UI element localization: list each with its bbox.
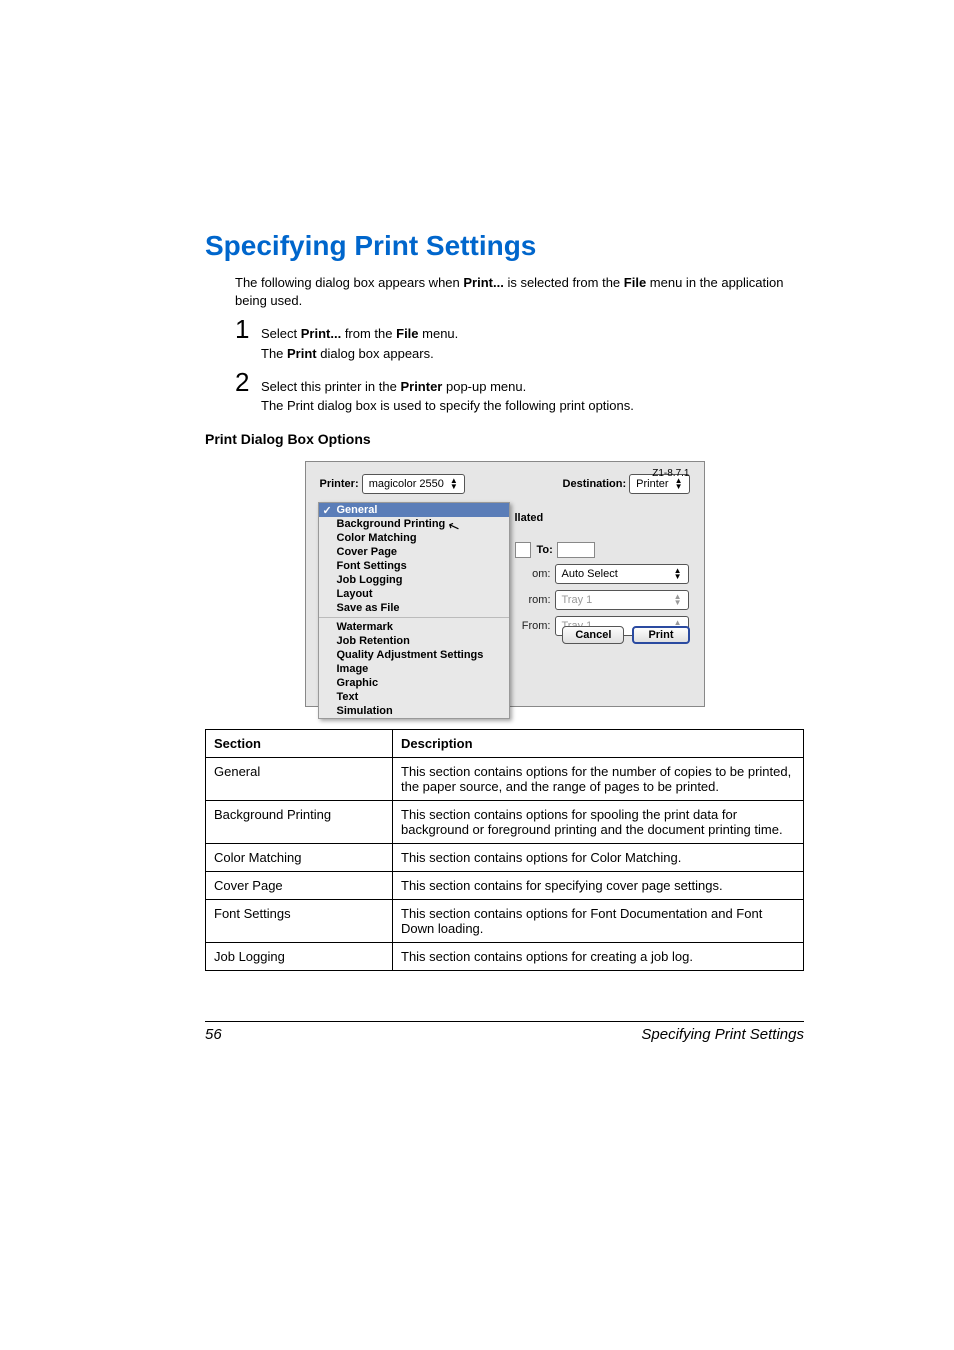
s1d: File bbox=[396, 326, 418, 341]
from-label-fragment: om: bbox=[515, 568, 551, 580]
menu-image[interactable]: Image bbox=[319, 662, 509, 676]
collated-fragment: llated bbox=[515, 512, 690, 524]
updown-icon: ▲▼ bbox=[450, 478, 458, 490]
s2a: Select this printer in the bbox=[261, 379, 400, 394]
from-label: From: bbox=[515, 620, 551, 632]
destination-value: Printer bbox=[636, 478, 668, 490]
updown-icon: ▲▼ bbox=[675, 478, 683, 490]
print-dialog: Z1-8.7.1 Printer: magicolor 2550 ▲▼ Dest… bbox=[305, 461, 705, 707]
s1sa: The bbox=[261, 346, 287, 361]
step-1: 1 Select Print... from the File menu. bbox=[235, 316, 804, 344]
page-footer: 56 Specifying Print Settings bbox=[205, 1021, 804, 1043]
paper-from-value: Auto Select bbox=[562, 568, 618, 580]
menu-quality-adjustment[interactable]: Quality Adjustment Settings bbox=[319, 648, 509, 662]
step-2-sub: The Print dialog box is used to specify … bbox=[261, 398, 804, 413]
step-2: 2 Select this printer in the Printer pop… bbox=[235, 369, 804, 397]
cell-section: Job Logging bbox=[206, 943, 393, 971]
menu-graphic[interactable]: Graphic bbox=[319, 676, 509, 690]
cell-desc: This section contains options for the nu… bbox=[393, 758, 804, 801]
menu-layout[interactable]: Layout bbox=[319, 587, 509, 601]
checkbox[interactable] bbox=[515, 542, 531, 558]
cell-section: Background Printing bbox=[206, 801, 393, 844]
menu-job-logging[interactable]: Job Logging bbox=[319, 573, 509, 587]
step-2-body: Select this printer in the Printer pop-u… bbox=[261, 377, 526, 397]
menu-cover-page[interactable]: Cover Page bbox=[319, 545, 509, 559]
menu-text[interactable]: Text bbox=[319, 690, 509, 704]
cell-desc: This section contains options for Font D… bbox=[393, 900, 804, 943]
menu-simulation[interactable]: Simulation bbox=[319, 704, 509, 718]
table-row: General This section contains options fo… bbox=[206, 758, 804, 801]
rom-label-fragment: rom: bbox=[515, 594, 551, 606]
table-row: Background Printing This section contain… bbox=[206, 801, 804, 844]
s1a: Select bbox=[261, 326, 301, 341]
tray-value-1: Tray 1 bbox=[562, 594, 593, 606]
cancel-button[interactable]: Cancel bbox=[562, 626, 624, 644]
th-section: Section bbox=[206, 730, 393, 758]
menu-job-retention[interactable]: Job Retention bbox=[319, 634, 509, 648]
cell-section: Cover Page bbox=[206, 872, 393, 900]
menu-color-matching[interactable]: Color Matching bbox=[319, 531, 509, 545]
printer-label: Printer: bbox=[320, 478, 359, 490]
cell-section: Color Matching bbox=[206, 844, 393, 872]
paper-from-select[interactable]: Auto Select ▲▼ bbox=[555, 564, 689, 584]
print-button[interactable]: Print bbox=[632, 626, 689, 644]
s1b: Print... bbox=[301, 326, 341, 341]
table-row: Cover Page This section contains for spe… bbox=[206, 872, 804, 900]
updown-icon: ▲▼ bbox=[674, 594, 682, 606]
s1sc: dialog box appears. bbox=[317, 346, 434, 361]
printer-value: magicolor 2550 bbox=[369, 478, 444, 490]
menu-font-settings[interactable]: Font Settings bbox=[319, 559, 509, 573]
section-popup-menu[interactable]: General Background Printing Color Matchi… bbox=[318, 502, 510, 719]
menu-background-printing[interactable]: Background Printing bbox=[319, 517, 509, 531]
s2b: Printer bbox=[400, 379, 442, 394]
printer-select[interactable]: magicolor 2550 ▲▼ bbox=[362, 474, 465, 494]
table-row: Job Logging This section contains option… bbox=[206, 943, 804, 971]
table-row: Font Settings This section contains opti… bbox=[206, 900, 804, 943]
cell-desc: This section contains options for creati… bbox=[393, 943, 804, 971]
page-heading: Specifying Print Settings bbox=[205, 230, 804, 262]
table-row: Color Matching This section contains opt… bbox=[206, 844, 804, 872]
th-description: Description bbox=[393, 730, 804, 758]
s1e: menu. bbox=[419, 326, 459, 341]
tray-select-1[interactable]: Tray 1 ▲▼ bbox=[555, 590, 689, 610]
step-1-num: 1 bbox=[235, 316, 261, 342]
to-label: To: bbox=[537, 544, 553, 556]
intro-a: The following dialog box appears when bbox=[235, 275, 463, 290]
intro-text: The following dialog box appears when Pr… bbox=[235, 274, 804, 310]
s1sb: Print bbox=[287, 346, 317, 361]
cell-section: General bbox=[206, 758, 393, 801]
footer-title: Specifying Print Settings bbox=[641, 1026, 804, 1043]
cell-desc: This section contains options for Color … bbox=[393, 844, 804, 872]
menu-watermark[interactable]: Watermark bbox=[319, 620, 509, 634]
menu-separator bbox=[319, 617, 509, 618]
menu-general[interactable]: General bbox=[319, 503, 509, 517]
intro-b: Print... bbox=[463, 275, 503, 290]
step-2-num: 2 bbox=[235, 369, 261, 395]
cell-section: Font Settings bbox=[206, 900, 393, 943]
cell-desc: This section contains for specifying cov… bbox=[393, 872, 804, 900]
dialog-version: Z1-8.7.1 bbox=[652, 468, 689, 479]
step-1-body: Select Print... from the File menu. bbox=[261, 324, 458, 344]
intro-c: is selected from the bbox=[504, 275, 624, 290]
sections-table: Section Description General This section… bbox=[205, 729, 804, 971]
to-input[interactable] bbox=[557, 542, 595, 558]
cell-desc: This section contains options for spooli… bbox=[393, 801, 804, 844]
s1c: from the bbox=[341, 326, 396, 341]
page-number: 56 bbox=[205, 1026, 222, 1043]
menu-save-as-file[interactable]: Save as File bbox=[319, 601, 509, 615]
updown-icon: ▲▼ bbox=[674, 568, 682, 580]
step-1-sub: The Print dialog box appears. bbox=[261, 346, 804, 361]
s2c: pop-up menu. bbox=[442, 379, 526, 394]
subheading: Print Dialog Box Options bbox=[205, 431, 804, 447]
destination-label: Destination: bbox=[563, 478, 627, 490]
intro-d: File bbox=[624, 275, 646, 290]
